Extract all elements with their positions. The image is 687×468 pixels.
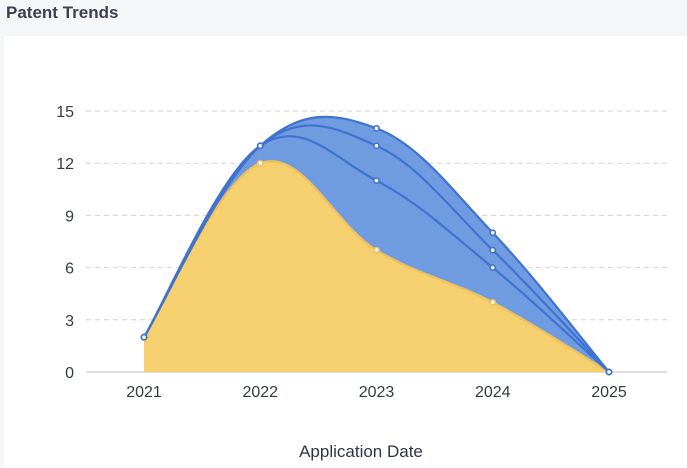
- data-point: [374, 248, 379, 253]
- data-point: [490, 265, 495, 270]
- data-point: [490, 230, 495, 235]
- data-point: [490, 300, 495, 305]
- data-point: [141, 335, 146, 340]
- data-point: [606, 369, 611, 374]
- data-point: [374, 126, 379, 131]
- data-point: [374, 143, 379, 148]
- x-axis-label: Application Date: [299, 442, 423, 461]
- y-tick-label: 9: [65, 208, 74, 225]
- x-tick-labels: 2021 2022 2023 2024 2025: [126, 384, 627, 401]
- y-tick-label: 12: [56, 156, 74, 173]
- data-point: [258, 161, 263, 166]
- data-point: [374, 178, 379, 183]
- series-areas: [144, 117, 609, 372]
- y-tick-label: 6: [65, 261, 74, 278]
- y-tick-label: 15: [56, 104, 74, 121]
- x-tick-label: 2021: [126, 384, 162, 401]
- y-tick-labels: 0 3 6 9 12 15: [56, 104, 74, 382]
- data-point: [258, 143, 263, 148]
- data-point: [490, 248, 495, 253]
- x-tick-label: 2022: [242, 384, 278, 401]
- x-tick-label: 2024: [475, 384, 511, 401]
- x-tick-label: 2025: [591, 384, 627, 401]
- y-tick-label: 0: [65, 365, 74, 382]
- y-tick-label: 3: [65, 313, 74, 330]
- x-tick-label: 2023: [359, 384, 395, 401]
